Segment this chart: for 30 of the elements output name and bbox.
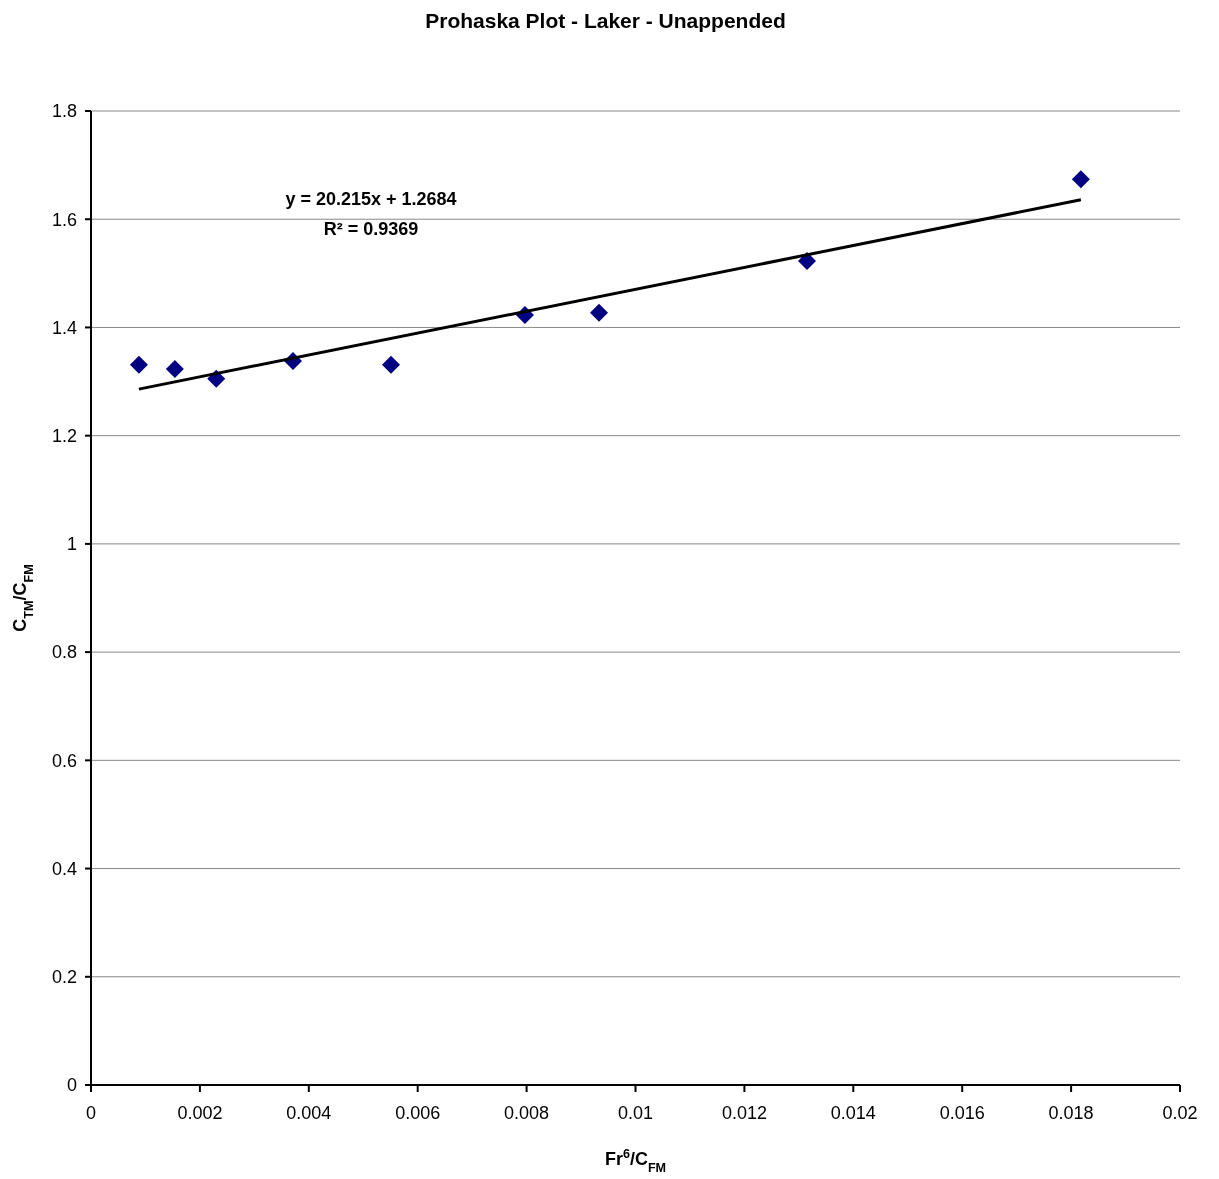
annotation: R² = 0.9369 xyxy=(323,219,419,239)
x-tick-label: 0.01 xyxy=(617,1103,654,1123)
x-tick-label: 0.006 xyxy=(395,1103,441,1123)
chart-title: Prohaska Plot - Laker - Unappended xyxy=(425,9,786,32)
y-tick-label: 1.8 xyxy=(51,101,77,122)
x-tick-label: 0.004 xyxy=(286,1103,332,1123)
y-tick-label: 0.8 xyxy=(51,642,77,663)
y-tick-label: 1.6 xyxy=(51,209,77,230)
y-tick-label: 0.6 xyxy=(51,750,77,771)
x-tick-label: 0.008 xyxy=(504,1103,550,1123)
point xyxy=(382,355,401,374)
x-tick-label: 0.002 xyxy=(177,1103,223,1123)
point xyxy=(165,360,184,379)
point xyxy=(129,355,148,374)
x-tick-label: 0.016 xyxy=(939,1103,985,1123)
point xyxy=(1071,170,1090,189)
y-tick-label: 1.4 xyxy=(51,317,77,338)
y-tick-label: 1.2 xyxy=(51,425,77,446)
x-tick-label: 0.014 xyxy=(830,1103,876,1123)
y-tick-label: 0 xyxy=(66,1075,77,1096)
x-tick-label: 0.012 xyxy=(721,1103,767,1123)
y-tick-label: 0.2 xyxy=(51,967,77,988)
y-tick-label: 0.4 xyxy=(51,858,77,879)
x-tick-label: 0 xyxy=(85,1103,97,1123)
y-tick-label: 1 xyxy=(66,534,77,555)
x-tick-label: 0.02 xyxy=(1162,1103,1198,1123)
x-axis-title: Fr$^{6}$/C$_{FM}$ xyxy=(604,1147,667,1175)
annotation: y = 20.215x + 1.2684 xyxy=(285,189,457,209)
x-tick-label: 0.018 xyxy=(1048,1103,1094,1123)
point xyxy=(590,303,609,322)
